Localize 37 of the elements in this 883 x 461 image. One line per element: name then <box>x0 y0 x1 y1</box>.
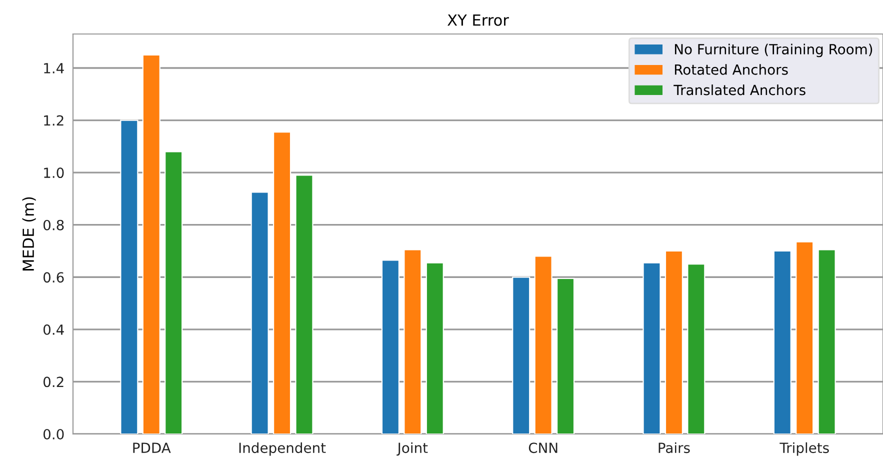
x-tick-label: Independent <box>239 442 326 456</box>
bar <box>381 260 400 434</box>
x-tick-label: Pairs <box>658 442 690 454</box>
legend-label: No Furniture (Training Room) <box>674 44 872 58</box>
bar <box>250 192 269 434</box>
bar <box>404 249 422 434</box>
legend-label: Translated Anchors <box>674 84 806 96</box>
bar <box>164 151 183 434</box>
x-tick-label: Triplets <box>780 442 829 456</box>
y-tick-label: 0.2 <box>43 376 64 388</box>
bar <box>664 250 684 434</box>
bar <box>773 250 792 434</box>
bar <box>796 241 814 434</box>
y-tick-label: 0.8 <box>43 220 64 230</box>
bar <box>142 54 160 434</box>
bar <box>512 276 530 434</box>
x-tick-label: CNN <box>528 442 558 454</box>
bar <box>534 256 552 434</box>
y-tick-label: 0.6 <box>43 272 64 283</box>
bar <box>818 249 836 434</box>
x-tick-label: PDDA <box>133 442 171 453</box>
chart-title: XY Error <box>448 14 509 26</box>
bar <box>556 278 575 434</box>
y-tick-label: 0.4 <box>43 324 64 335</box>
legend-label: Rotated Anchors <box>674 64 788 75</box>
y-tick-label: 1.2 <box>44 115 64 126</box>
y-tick-label: 1.0 <box>44 168 64 178</box>
bar <box>272 131 292 434</box>
bar <box>426 262 444 434</box>
y-tick-label: 0.0 <box>43 428 64 440</box>
bar <box>120 120 138 434</box>
x-tick-label: Joint <box>396 442 428 456</box>
y-tick-label: 1.4 <box>44 63 64 74</box>
y-axis-title: MEDE (m) <box>22 197 36 270</box>
bar <box>295 174 314 434</box>
bar <box>687 264 706 434</box>
bar <box>642 262 661 434</box>
